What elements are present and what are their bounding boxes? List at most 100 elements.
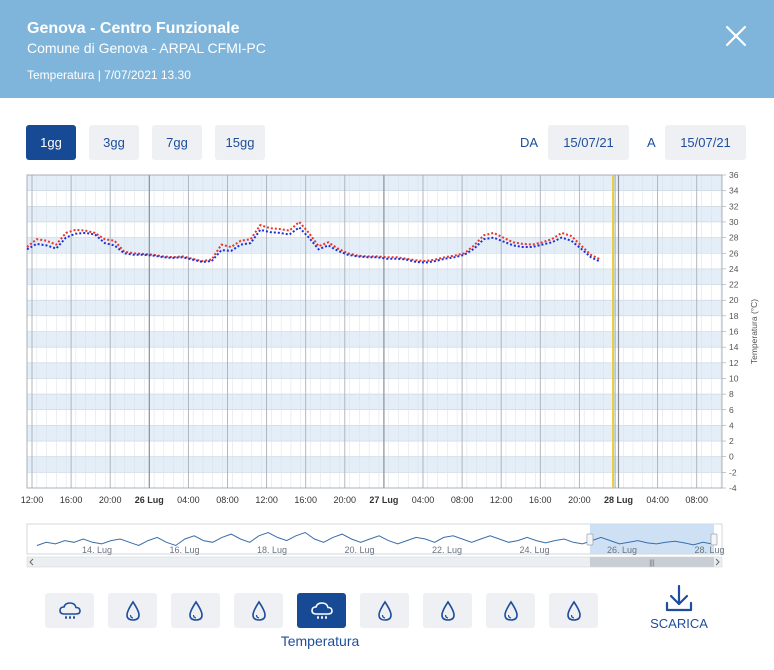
y-tick-label: 28 bbox=[729, 233, 739, 243]
variable-button-2[interactable] bbox=[171, 593, 220, 628]
grid-band bbox=[27, 253, 722, 269]
y-tick-label: 8 bbox=[729, 389, 734, 399]
station-subtitle: Comune di Genova - ARPAL CFMI-PC bbox=[27, 40, 266, 56]
variable-button-6[interactable] bbox=[423, 593, 472, 628]
x-tick-label: 26 Lug bbox=[135, 495, 164, 505]
navigator-handle-left[interactable] bbox=[586, 533, 594, 546]
rain-cloud-icon bbox=[58, 601, 81, 619]
y-tick-label: 18 bbox=[729, 311, 739, 321]
drop-icon bbox=[377, 600, 392, 621]
grid-band bbox=[27, 362, 722, 379]
y-tick-label: 36 bbox=[729, 170, 739, 180]
download-label: SCARICA bbox=[650, 616, 708, 631]
variable-button-0[interactable] bbox=[45, 593, 94, 628]
grid-band bbox=[27, 268, 722, 285]
navigator-series bbox=[36, 531, 713, 547]
range-button-3gg[interactable]: 3gg bbox=[89, 125, 139, 160]
x-tick-label: 04:00 bbox=[177, 495, 200, 505]
y-tick-label: 16 bbox=[729, 327, 739, 337]
x-tick-label: 20:00 bbox=[334, 495, 357, 505]
y-tick-label: 6 bbox=[729, 405, 734, 415]
reading-info: Temperatura | 7/07/2021 13.30 bbox=[27, 68, 191, 82]
y-tick-label: 34 bbox=[729, 186, 739, 196]
date-to-label: A bbox=[647, 135, 656, 150]
y-axis-label: Temperatura (°C) bbox=[749, 299, 759, 364]
x-tick-label: 28 Lug bbox=[604, 495, 633, 505]
grid-band bbox=[27, 456, 722, 473]
grid-band bbox=[27, 190, 722, 207]
range-button-7gg[interactable]: 7gg bbox=[152, 125, 202, 160]
variable-button-8[interactable] bbox=[549, 593, 598, 628]
x-tick-label: 16:00 bbox=[529, 495, 552, 505]
x-tick-label: 08:00 bbox=[451, 495, 474, 505]
temperature-chart: 363432302826242220181614121086420-2-4Tem… bbox=[21, 170, 759, 505]
active-variable-label: Temperatura bbox=[280, 633, 360, 649]
y-tick-label: 26 bbox=[729, 248, 739, 258]
x-tick-label: 12:00 bbox=[21, 495, 44, 505]
range-button-15gg[interactable]: 15gg bbox=[215, 125, 265, 160]
y-tick-label: 12 bbox=[729, 358, 739, 368]
y-tick-label: -4 bbox=[729, 483, 737, 493]
time-navigator[interactable]: 14. Lug 16. Lug 18. Lug 20. Lug 22. Lug 24. L… bbox=[0, 518, 774, 570]
y-tick-label: 14 bbox=[729, 342, 739, 352]
x-tick-label: 20:00 bbox=[99, 495, 122, 505]
variable-button-3[interactable] bbox=[234, 593, 283, 628]
x-tick-label: 16:00 bbox=[294, 495, 317, 505]
x-tick-label: 04:00 bbox=[646, 495, 669, 505]
x-tick-label: 12:00 bbox=[490, 495, 513, 505]
navigator-label: 20. Lug bbox=[345, 545, 375, 555]
grid-band bbox=[27, 284, 722, 301]
grid-band bbox=[27, 394, 722, 410]
scroll-left-icon[interactable] bbox=[29, 558, 34, 566]
drop-icon bbox=[440, 600, 455, 621]
date-to-field[interactable]: 15/07/21 bbox=[665, 125, 746, 160]
close-icon[interactable] bbox=[722, 22, 750, 50]
x-tick-label: 20:00 bbox=[568, 495, 591, 505]
navigator-scrollbar-track[interactable] bbox=[26, 556, 723, 568]
navigator-selection[interactable] bbox=[589, 524, 714, 554]
y-tick-label: 0 bbox=[729, 452, 734, 462]
x-tick-label: 16:00 bbox=[60, 495, 83, 505]
series-line-1 bbox=[26, 226, 601, 264]
rain-cloud-icon bbox=[310, 601, 333, 619]
y-tick-label: 22 bbox=[729, 280, 739, 290]
range-button-1gg[interactable]: 1gg bbox=[26, 125, 76, 160]
navigator-handle-right[interactable] bbox=[710, 533, 718, 546]
variable-button-4[interactable] bbox=[297, 593, 346, 628]
variable-button-7[interactable] bbox=[486, 593, 535, 628]
download-button[interactable]: SCARICA bbox=[644, 584, 714, 634]
drop-icon bbox=[251, 600, 266, 621]
grid-band bbox=[27, 441, 722, 457]
navigator-label: 14. Lug bbox=[82, 545, 112, 555]
grid-band bbox=[27, 206, 722, 222]
date-from-field[interactable]: 15/07/21 bbox=[548, 125, 629, 160]
drop-icon bbox=[503, 600, 518, 621]
scroll-right-icon[interactable] bbox=[715, 558, 720, 566]
grid-band bbox=[27, 409, 722, 426]
scrollbar-grip-icon: ||| bbox=[649, 560, 655, 567]
drop-icon bbox=[125, 600, 140, 621]
grid-band bbox=[27, 472, 722, 488]
grid-band bbox=[27, 221, 722, 238]
navigator-label: 26. Lug bbox=[607, 545, 637, 555]
navigator-label: 24. Lug bbox=[520, 545, 550, 555]
date-from-label: DA bbox=[520, 135, 539, 150]
variable-button-5[interactable] bbox=[360, 593, 409, 628]
drop-icon bbox=[566, 600, 581, 621]
navigator-label: 18. Lug bbox=[257, 545, 287, 555]
y-tick-label: 20 bbox=[729, 295, 739, 305]
drop-icon bbox=[188, 600, 203, 621]
grid-band bbox=[27, 425, 722, 442]
y-tick-label: 10 bbox=[729, 373, 739, 383]
x-tick-label: 08:00 bbox=[216, 495, 239, 505]
navigator-label: 28. Lug bbox=[695, 545, 725, 555]
variable-button-1[interactable] bbox=[108, 593, 157, 628]
navigator-scrollbar-thumb[interactable] bbox=[589, 557, 714, 567]
station-title: Genova - Centro Funzionale bbox=[27, 20, 240, 37]
grid-band bbox=[27, 300, 722, 316]
grid-band bbox=[27, 331, 722, 348]
grid-band bbox=[27, 175, 722, 191]
grid-band bbox=[27, 237, 722, 254]
grid-band bbox=[27, 347, 722, 363]
grid-band bbox=[27, 315, 722, 332]
